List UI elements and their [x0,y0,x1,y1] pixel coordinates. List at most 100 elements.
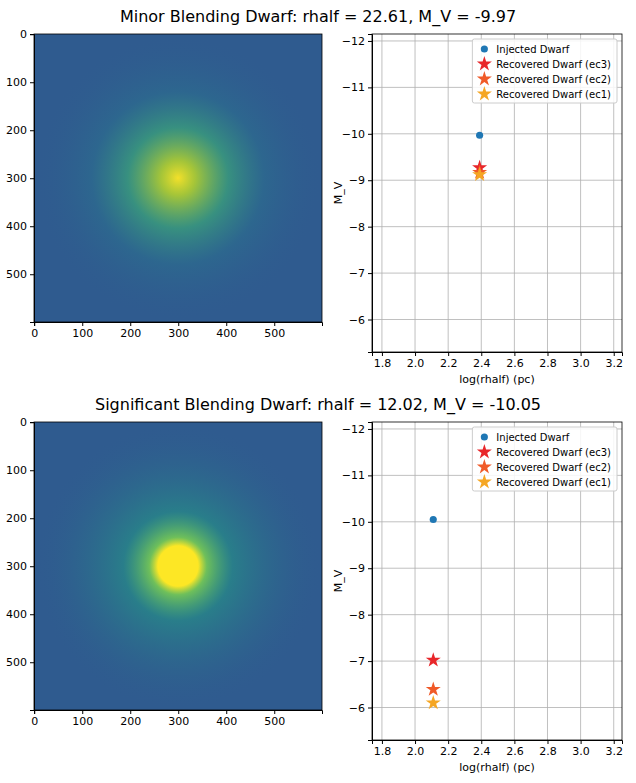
tick: 2.0 [407,352,425,370]
plot-background [34,34,322,322]
tick-mark [30,130,34,131]
tick-label: 400 [6,608,27,621]
legend-marker [477,56,492,70]
axis-line [35,323,323,327]
legend-marker [477,474,492,488]
tick-mark [448,740,449,744]
tick-label: 300 [168,715,189,728]
grid-line [372,614,622,615]
figure: 01002003004005000100200300400500Minor Bl… [0,0,636,783]
tick-mark [581,740,582,744]
tick-mark [82,710,83,714]
tick: 2.2 [440,740,458,758]
tick-mark [30,518,34,519]
tick: 500 [6,268,34,281]
tick-mark [178,322,179,326]
tick-label: 100 [72,327,93,340]
legend-label: Recovered Dwarf (ec1) [496,477,611,488]
y-axis: −12−11−10−9−8−7−6 [342,423,373,741]
scatter-panel: 1.82.02.22.42.62.83.03.2−12−11−10−9−8−7−… [332,422,623,774]
tick-label: 0 [31,715,38,728]
tick-mark [415,352,416,356]
tick: 0 [20,416,34,429]
tick-label: 1.8 [374,745,392,758]
tick-mark [30,470,34,471]
tick-mark [30,274,34,275]
tick-label: −8 [349,221,365,234]
tick-label: 200 [120,327,141,340]
tick: 2.2 [440,352,458,370]
tick-mark [368,708,372,709]
tick-mark [30,226,34,227]
tick-mark [368,41,372,42]
tick: 200 [6,124,34,137]
tick-mark [226,322,227,326]
legend-box [472,427,617,491]
tick-mark [274,322,275,326]
legend-label: Recovered Dwarf (ec2) [496,462,611,473]
tick-label: 3.0 [572,745,590,758]
tick: 100 [72,710,93,728]
tick-label: 300 [6,172,27,185]
tick-label: 3.2 [605,745,623,758]
y-axis-title: M_V [332,569,345,592]
tick: −7 [349,267,372,280]
tick-label: 400 [216,327,237,340]
tick-mark [614,352,615,356]
tick: 3.0 [572,352,590,370]
legend-label: Recovered Dwarf (ec1) [496,89,611,100]
x-axis: 1.82.02.22.42.62.83.03.2 [373,740,623,758]
tick: 3.2 [605,352,623,370]
tick: −12 [342,35,372,48]
y-axis: 0100200300400500 [6,416,35,710]
tick-label: −6 [349,702,365,715]
tick: 2.8 [539,740,557,758]
point [476,132,483,139]
tick: 500 [264,322,285,340]
tick: 1.8 [374,352,392,370]
tick-label: −6 [349,314,365,327]
tick-label: −11 [342,81,365,94]
tick: 500 [6,656,34,669]
tick-mark [368,429,372,430]
x-axis: 0 100 200 300 400 500 [31,322,322,340]
tick: 2.6 [506,740,524,758]
plot-area [34,422,322,710]
point [430,516,437,523]
grid-line [415,422,416,740]
tick-mark [30,614,34,615]
tick-label: −10 [342,516,365,529]
tick-label: 2.6 [506,357,524,370]
tick-label: 500 [264,327,285,340]
tick-mark [448,352,449,356]
grid-line [372,521,622,522]
tick-mark [130,322,131,326]
grid-line [372,568,622,569]
legend-label: Recovered Dwarf (ec3) [496,447,611,458]
tick-label: 400 [6,220,27,233]
tick-label: 100 [72,715,93,728]
tick: 3.0 [572,740,590,758]
tick-mark [368,522,372,523]
tick: −10 [342,516,372,529]
tick: 400 [216,710,237,728]
tick-label: 2.8 [539,357,557,370]
frame [34,34,322,322]
tick: 400 [6,220,34,233]
tick: 400 [6,608,34,621]
grid-line [372,226,622,227]
tick: −6 [349,702,372,715]
grid-line [372,133,622,134]
legend-label: Recovered Dwarf (ec3) [496,59,611,70]
tick-label: 300 [6,560,27,573]
tick: 2.6 [506,352,524,370]
tick-label: −12 [342,35,365,48]
tick: 300 [168,322,189,340]
frame [372,34,622,352]
tick-mark [481,740,482,744]
tick-label: 300 [168,327,189,340]
tick-label: 2.4 [473,357,491,370]
tick-mark [226,710,227,714]
tick: 0 [31,322,38,340]
tick: 100 [72,322,93,340]
